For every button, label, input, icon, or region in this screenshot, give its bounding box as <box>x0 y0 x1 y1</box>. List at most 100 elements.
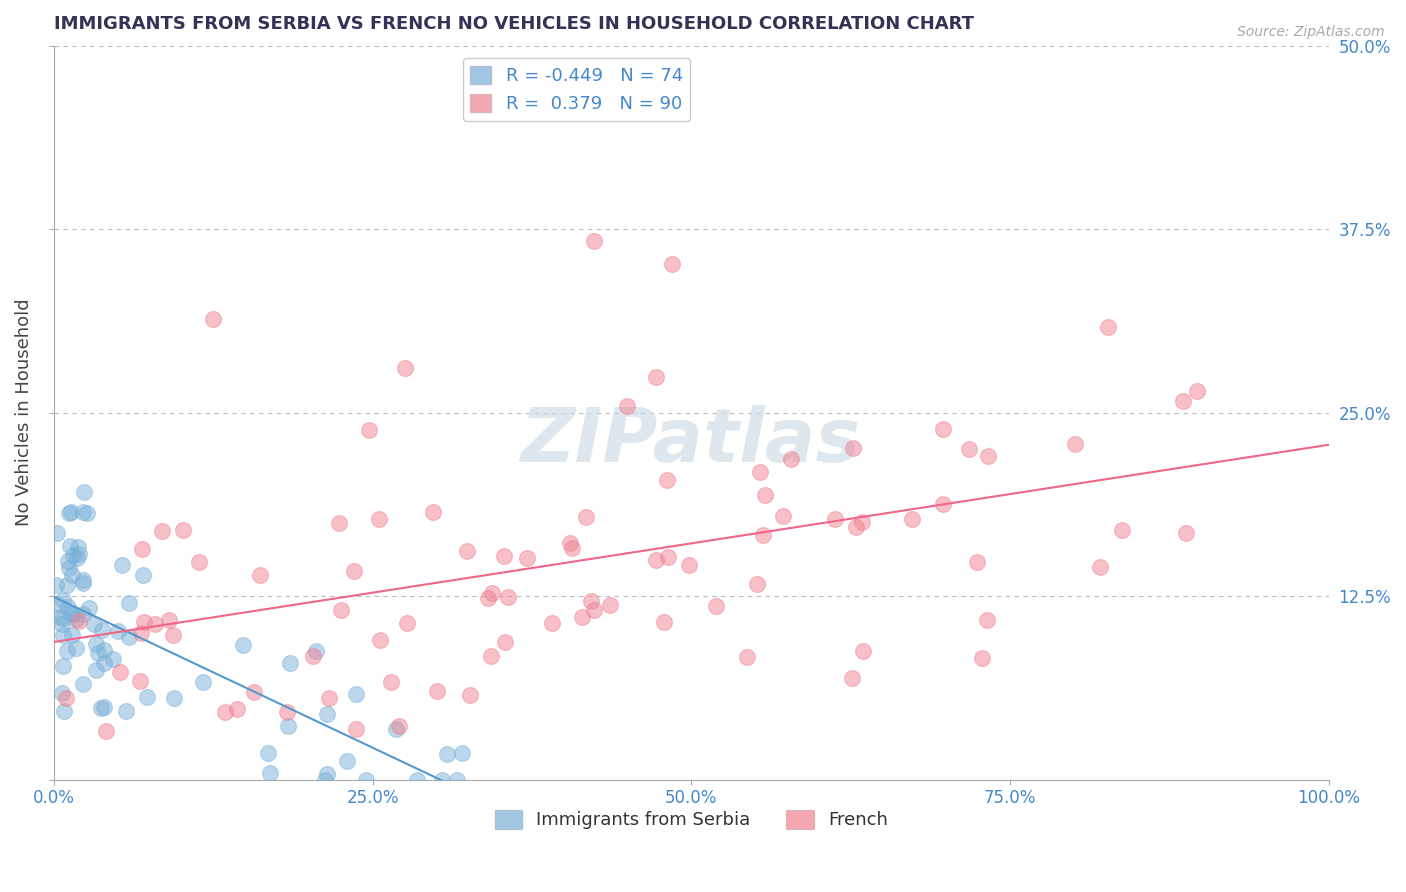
Point <box>243 685 266 699</box>
Point <box>83 616 105 631</box>
Point <box>316 707 339 722</box>
Point <box>645 370 668 384</box>
Point <box>72 505 94 519</box>
Point <box>132 568 155 582</box>
Point <box>745 577 768 591</box>
Point <box>56 644 79 658</box>
Point <box>58 554 80 568</box>
Point <box>93 699 115 714</box>
Point <box>52 627 75 641</box>
Point <box>65 612 87 626</box>
Point <box>51 617 73 632</box>
Point <box>575 509 598 524</box>
Point <box>516 550 538 565</box>
Point <box>72 676 94 690</box>
Point <box>59 540 82 554</box>
Point <box>65 641 87 656</box>
Point <box>599 598 621 612</box>
Point <box>477 591 499 606</box>
Point <box>426 684 449 698</box>
Point <box>496 590 519 604</box>
Point <box>77 601 100 615</box>
Point <box>145 616 167 631</box>
Point <box>58 560 80 574</box>
Point <box>67 540 90 554</box>
Point <box>446 772 468 787</box>
Point <box>55 690 77 705</box>
Point <box>118 596 141 610</box>
Point <box>451 747 474 761</box>
Point <box>735 650 758 665</box>
Point <box>46 526 69 541</box>
Point <box>150 524 173 538</box>
Point <box>1063 437 1085 451</box>
Point <box>225 702 247 716</box>
Point <box>582 234 605 248</box>
Text: Source: ZipAtlas.com: Source: ZipAtlas.com <box>1237 25 1385 39</box>
Point <box>249 567 271 582</box>
Point <box>84 638 107 652</box>
Point <box>652 615 675 630</box>
Point <box>852 644 875 658</box>
Point <box>354 772 377 787</box>
Point <box>67 547 90 561</box>
Point <box>316 767 339 781</box>
Point <box>481 586 503 600</box>
Point <box>128 674 150 689</box>
Point <box>45 578 67 592</box>
Point <box>67 614 90 628</box>
Point <box>52 658 75 673</box>
Point <box>62 548 84 562</box>
Point <box>46 597 69 611</box>
Point <box>492 549 515 563</box>
Point <box>970 651 993 665</box>
Point <box>824 512 846 526</box>
Text: ZIPatlas: ZIPatlas <box>522 406 862 478</box>
Point <box>430 772 453 787</box>
Point <box>436 747 458 761</box>
Point <box>72 576 94 591</box>
Point <box>93 643 115 657</box>
Point <box>754 488 776 502</box>
Point <box>558 536 581 550</box>
Point <box>131 541 153 556</box>
Point <box>188 555 211 569</box>
Point <box>388 719 411 733</box>
Point <box>657 549 679 564</box>
Point <box>385 722 408 736</box>
Point <box>111 558 134 573</box>
Point <box>1171 394 1194 409</box>
Point <box>107 624 129 638</box>
Point <box>616 400 638 414</box>
Point <box>851 515 873 529</box>
Point <box>344 722 367 736</box>
Point <box>845 520 868 534</box>
Point <box>108 665 131 679</box>
Point <box>772 508 794 523</box>
Y-axis label: No Vehicles in Household: No Vehicles in Household <box>15 299 32 526</box>
Point <box>394 360 416 375</box>
Point <box>90 701 112 715</box>
Point <box>84 663 107 677</box>
Point <box>193 675 215 690</box>
Point <box>1088 560 1111 574</box>
Point <box>51 686 73 700</box>
Point <box>494 635 516 649</box>
Point <box>959 442 981 456</box>
Point <box>342 564 364 578</box>
Point <box>90 623 112 637</box>
Point <box>93 656 115 670</box>
Point <box>301 648 323 663</box>
Point <box>966 555 988 569</box>
Point <box>72 607 94 621</box>
Point <box>422 505 444 519</box>
Point <box>232 638 254 652</box>
Point <box>52 610 75 624</box>
Point <box>52 592 75 607</box>
Legend: Immigrants from Serbia, French: Immigrants from Serbia, French <box>488 803 896 837</box>
Point <box>278 656 301 670</box>
Point <box>583 603 606 617</box>
Point <box>163 691 186 706</box>
Point <box>72 573 94 587</box>
Point <box>841 441 863 455</box>
